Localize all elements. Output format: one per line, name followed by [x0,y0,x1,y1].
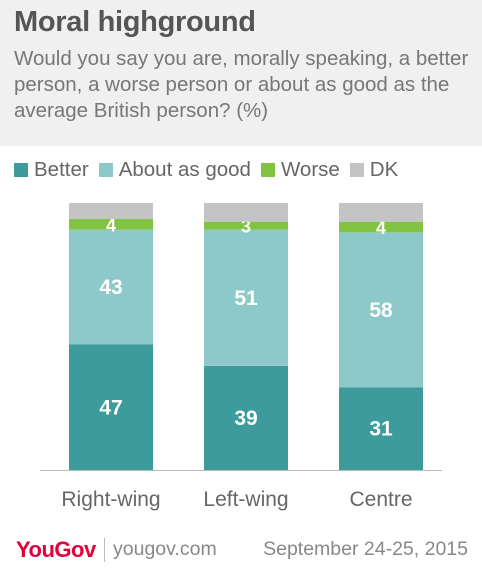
data-label-worse-centre: 4 [376,218,386,238]
data-label-better-centre: 31 [369,418,393,441]
chart-subtitle: Would you say you are, morally speaking,… [14,47,469,122]
legend: Better About as good Worse DK [14,157,408,183]
legend-swatch-dk [349,163,364,177]
footer-url[interactable]: yougov.com [113,538,217,560]
data-label-about-as-good-right-wing: 43 [99,276,122,299]
bar-segment-dk-right-wing [69,203,153,220]
data-label-better-left-wing: 39 [234,407,257,430]
legend-item-dk: DK [349,158,399,182]
bar-segment-about-as-good-left-wing [204,229,288,366]
bar-segment-worse-left-wing [204,221,288,230]
legend-label-worse: Worse [280,158,340,181]
data-label-about-as-good-left-wing: 51 [234,287,258,310]
bar-segment-better-centre [339,387,423,470]
data-label-worse-right-wing: 4 [106,215,116,235]
footer-divider [104,538,105,562]
bar-segment-dk-left-wing [204,203,288,222]
chart-title: Moral highground [14,6,256,38]
data-label-better-right-wing: 47 [99,396,122,419]
legend-label-dk: DK [369,158,399,181]
bar-segment-better-right-wing [69,344,153,470]
data-label-worse-left-wing: 3 [241,217,251,237]
bar-segment-better-left-wing [204,365,288,470]
x-tick-label-right-wing: Right-wing [61,488,160,511]
legend-item-about-as-good: About as good [98,158,251,182]
data-label-about-as-good-centre: 58 [369,299,393,322]
bar-segment-dk-centre [339,203,423,222]
x-tick-label-left-wing: Left-wing [203,488,288,511]
bar-segment-worse-right-wing [69,219,153,230]
x-tick-label-centre: Centre [349,488,412,511]
legend-label-about-as-good: About as good [118,158,251,181]
header: Moral highground Would you say you are, … [0,0,482,146]
legend-item-better: Better [14,158,89,182]
legend-swatch-better [14,163,28,177]
bar-segment-worse-centre [339,221,423,233]
yougov-logo: YouGov [16,537,96,562]
bar-segment-about-as-good-centre [339,232,423,388]
legend-item-worse: Worse [260,158,340,182]
legend-swatch-worse [260,163,275,177]
footer-date: September 24-25, 2015 [263,538,468,560]
bar-segment-about-as-good-right-wing [69,229,153,345]
legend-swatch-about-as-good [98,163,113,177]
legend-label-better: Better [34,158,89,181]
